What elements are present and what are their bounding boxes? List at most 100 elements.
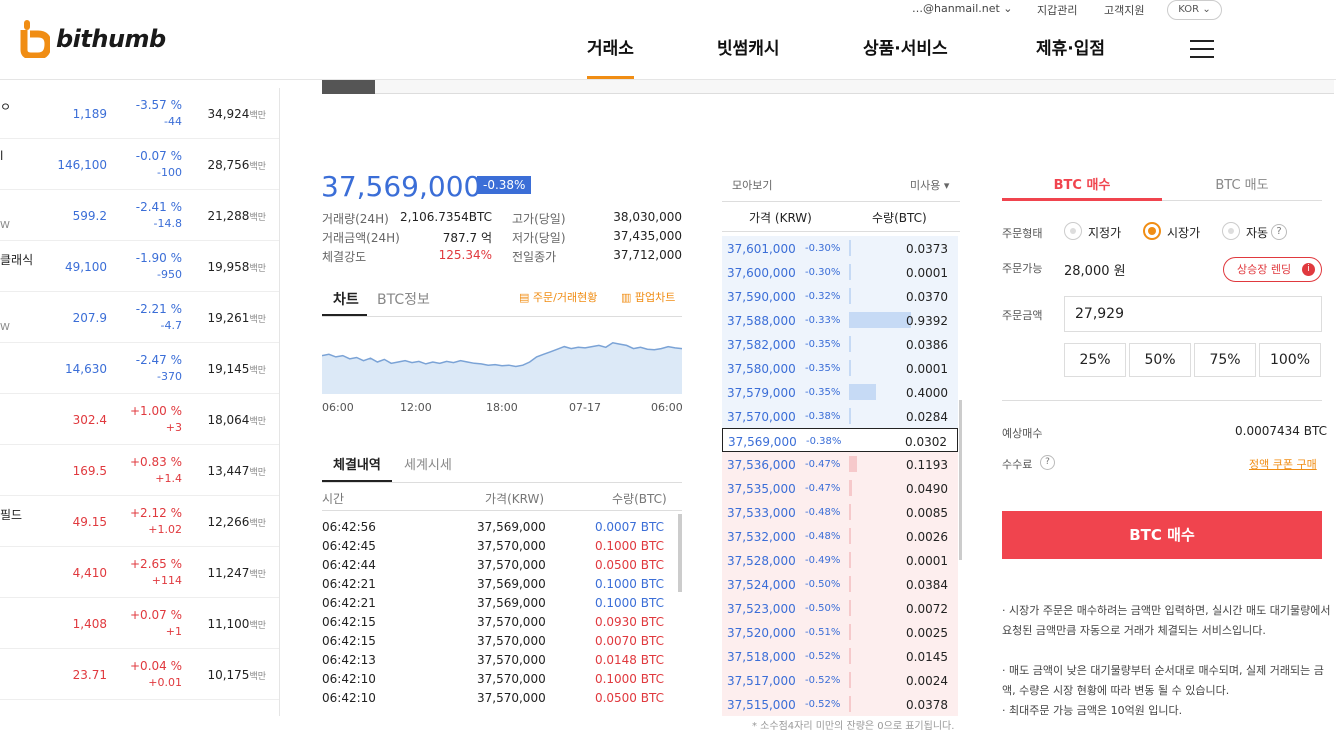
quick-100-button[interactable]: 100% <box>1259 343 1321 377</box>
coin-row[interactable]: W 207.9 -2.21 % -4.7 19,261백만 <box>0 292 279 343</box>
user-email[interactable]: …@hanmail.net ⌄ <box>912 2 1013 15</box>
trade-price: 37,570,000 <box>477 653 546 667</box>
chart-line <box>322 342 682 368</box>
chart-x-tick: 12:00 <box>400 401 432 414</box>
coin-change: +1.02 <box>148 523 182 536</box>
orderbook-row[interactable]: 37,582,000 -0.35% 0.0386 <box>722 332 958 356</box>
coin-price: 169.5 <box>72 464 107 478</box>
orderbook-row[interactable]: 37,580,000 -0.35% 0.0001 <box>722 356 958 380</box>
divider <box>722 201 960 202</box>
tab-underline <box>322 480 392 482</box>
scrollbar[interactable] <box>959 400 962 560</box>
popup-chart-link[interactable]: ▥ 팝업차트 <box>621 291 676 304</box>
col-qty: 수량(BTC) <box>612 492 667 506</box>
orderbook-row[interactable]: 37,517,000 -0.52% 0.0024 <box>722 668 958 692</box>
orderbook-row[interactable]: 37,518,000 -0.52% 0.0145 <box>722 644 958 668</box>
ob-change: -0.32% <box>805 291 841 302</box>
trade-time: 06:42:56 <box>322 520 376 534</box>
nav-bithumb-cash[interactable]: 빗썸캐시 <box>717 39 780 59</box>
coin-volume: 19,958백만 <box>207 260 266 274</box>
support-link[interactable]: 고객지원 <box>1104 4 1145 17</box>
orderbook-row[interactable]: 37,532,000 -0.48% 0.0026 <box>722 524 958 548</box>
quick-50-button[interactable]: 50% <box>1129 343 1191 377</box>
coin-row[interactable]: ㅇ 1,189 -3.57 % -44 34,924백만 <box>0 88 279 139</box>
trade-row: 06:42:44 37,570,000 0.0500 BTC <box>322 558 664 577</box>
orderbook-row[interactable]: 37,520,000 -0.51% 0.0025 <box>722 620 958 644</box>
orderbook-current-row[interactable]: 37,569,000 -0.38% 0.0302 <box>722 428 958 452</box>
orderbook-group-select[interactable]: 미사용 ▾ <box>910 179 950 192</box>
tab-sell[interactable]: BTC 매도 <box>1215 178 1269 193</box>
coin-row[interactable]: l 146,100 -0.07 % -100 28,756백만 <box>0 139 279 190</box>
coupon-link[interactable]: 정액 쿠폰 구매 <box>1249 458 1317 471</box>
quick-25-button[interactable]: 25% <box>1064 343 1126 377</box>
orderbook-row[interactable]: 37,536,000 -0.47% 0.1193 <box>722 452 958 476</box>
orderbook-row[interactable]: 37,601,000 -0.30% 0.0373 <box>722 236 958 260</box>
ob-change: -0.50% <box>805 579 841 590</box>
language-select[interactable]: KOR ⌄ <box>1167 0 1222 20</box>
coin-name: l <box>0 149 4 163</box>
coin-list: ㅇ 1,189 -3.57 % -44 34,924백만 l 146,100 -0.07 % -… <box>0 88 280 716</box>
chart-x-tick: 18:00 <box>486 401 518 414</box>
toolbar-dropdown[interactable] <box>322 80 375 94</box>
coin-row[interactable]: 169.5 +0.83 % +1.4 13,447백만 <box>0 445 279 496</box>
help-icon[interactable]: ? <box>1040 455 1055 470</box>
tab-buy[interactable]: BTC 매수 <box>1053 178 1111 193</box>
orderbook-view[interactable]: 모아보기 <box>732 179 773 192</box>
trade-qty: 0.0930 BTC <box>594 615 664 629</box>
nav-partnership[interactable]: 제휴·입점 <box>1036 39 1106 59</box>
expected-label: 예상매수 <box>1002 427 1043 440</box>
orderbook-row[interactable]: 37,523,000 -0.50% 0.0072 <box>722 596 958 620</box>
amount-input[interactable]: 27,929 <box>1064 296 1322 332</box>
tab-trades[interactable]: 체결내역 <box>333 458 381 473</box>
coin-row[interactable]: 14,630 -2.47 % -370 19,145백만 <box>0 343 279 394</box>
info-icon: i <box>1302 263 1315 276</box>
coin-row[interactable]: 23.71 +0.04 % +0.01 10,175백만 <box>0 649 279 700</box>
ob-price: 37,518,000 <box>727 650 796 664</box>
orderbook-row[interactable]: 37,524,000 -0.50% 0.0384 <box>722 572 958 596</box>
radio-auto[interactable] <box>1222 222 1240 240</box>
nav-products[interactable]: 상품·서비스 <box>863 39 948 59</box>
orderbook-row[interactable]: 37,579,000 -0.35% 0.4000 <box>722 380 958 404</box>
coin-row[interactable]: 302.4 +1.00 % +3 18,064백만 <box>0 394 279 445</box>
orderbook-row[interactable]: 37,590,000 -0.32% 0.0370 <box>722 284 958 308</box>
menu-icon[interactable] <box>1190 40 1214 64</box>
coin-row[interactable]: W 599.2 -2.41 % -14.8 21,288백만 <box>0 190 279 241</box>
nav-exchange[interactable]: 거래소 <box>587 34 634 79</box>
order-status-link[interactable]: ▤ 주문/거래현황 <box>519 291 598 304</box>
coin-change: +1 <box>165 625 182 638</box>
orderbook-row[interactable]: 37,533,000 -0.48% 0.0085 <box>722 500 958 524</box>
coin-row[interactable]: 4,410 +2.65 % +114 11,247백만 <box>0 547 279 598</box>
bithumb-logo[interactable]: bithumb <box>20 20 166 58</box>
help-icon[interactable]: ? <box>1271 224 1287 240</box>
ob-depth-bar <box>849 288 852 304</box>
radio-market[interactable] <box>1143 222 1161 240</box>
buy-submit-button[interactable]: BTC 매수 <box>1002 511 1322 559</box>
ob-price: 37,517,000 <box>727 674 796 688</box>
ob-qty: 0.0026 <box>906 530 948 544</box>
coin-row[interactable]: 1,408 +0.07 % +1 11,100백만 <box>0 598 279 649</box>
chart-area <box>322 342 682 394</box>
tab-world-price[interactable]: 세계시세 <box>404 458 452 473</box>
orderbook-row[interactable]: 37,600,000 -0.30% 0.0001 <box>722 260 958 284</box>
orderbook-row[interactable]: 37,515,000 -0.52% 0.0378 <box>722 692 958 716</box>
orderbook-row[interactable]: 37,528,000 -0.49% 0.0001 <box>722 548 958 572</box>
scrollbar[interactable] <box>678 514 682 592</box>
ob-price: 37,588,000 <box>727 314 796 328</box>
radio-limit[interactable] <box>1064 222 1082 240</box>
orderbook-row[interactable]: 37,570,000 -0.38% 0.0284 <box>722 404 958 428</box>
wallet-link[interactable]: 지갑관리 <box>1037 4 1078 17</box>
tab-chart[interactable]: 차트 <box>333 292 359 308</box>
orderbook-row[interactable]: 37,588,000 -0.33% 0.9392 <box>722 308 958 332</box>
coin-row[interactable]: 필드 49.15 +2.12 % +1.02 12,266백만 <box>0 496 279 547</box>
tab-btc-info[interactable]: BTC정보 <box>377 292 430 308</box>
coin-change-pct: +0.83 % <box>130 455 182 469</box>
ob-price: 37,523,000 <box>727 602 796 616</box>
coin-row[interactable]: 클래식 49,100 -1.90 % -950 19,958백만 <box>0 241 279 292</box>
ob-qty: 0.0373 <box>906 242 948 256</box>
coin-volume: 19,145백만 <box>207 362 266 376</box>
quick-75-button[interactable]: 75% <box>1194 343 1256 377</box>
orderbook-row[interactable]: 37,535,000 -0.47% 0.0490 <box>722 476 958 500</box>
ob-price: 37,580,000 <box>727 362 796 376</box>
ob-price: 37,579,000 <box>727 386 796 400</box>
rental-button[interactable]: 상승장 렌딩 i <box>1223 257 1322 282</box>
